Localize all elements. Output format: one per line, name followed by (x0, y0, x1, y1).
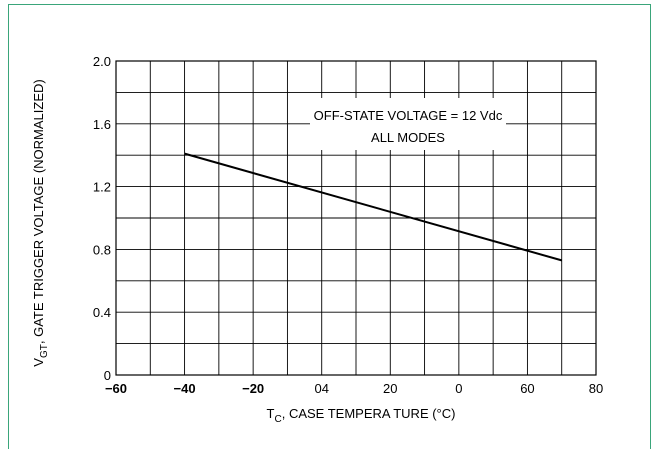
y-tick-label: 0 (104, 368, 111, 383)
figure-frame (8, 4, 651, 449)
x-tick-label: 20 (383, 381, 397, 396)
x-tick-label: 04 (314, 381, 328, 396)
series-line (184, 152, 562, 262)
x-tick-label: −60 (105, 381, 127, 396)
x-axis-label: TC, CASE TEMPERA TURE (°C) (267, 406, 456, 425)
y-tick-label: 2.0 (93, 54, 111, 69)
y-tick-label: 0.4 (93, 305, 111, 320)
x-tick-labels: −60 −40 −20 04 20 0 60 80 (105, 381, 603, 396)
x-tick-label: 0 (455, 381, 462, 396)
x-axis-label-rest: , CASE TEMPERA TURE (°C) (282, 406, 456, 421)
y-axis-label-sub: GT (39, 344, 50, 358)
x-tick-label: 80 (589, 381, 603, 396)
y-tick-labels: 0 0.4 0.8 1.2 1.6 2.0 (93, 54, 111, 383)
x-axis-label-main: T (267, 406, 275, 421)
x-tick-label: −20 (242, 381, 264, 396)
y-tick-label: 1.2 (93, 180, 111, 195)
x-axis-label-sub: C (274, 414, 281, 425)
y-axis-label: VGT, GATE TRIGGER VOLTAGE (NORMALIZED) (31, 79, 50, 366)
x-tick-label: 60 (520, 381, 534, 396)
plot-border (115, 60, 597, 376)
annotation-line-1: OFF-STATE VOLTAGE = 12 Vdc (314, 108, 503, 123)
y-axis-label-rest: , GATE TRIGGER VOLTAGE (NORMALIZED) (31, 79, 46, 344)
x-tick-label: −40 (174, 381, 196, 396)
annotation-line-2: ALL MODES (371, 130, 445, 145)
y-tick-label: 1.6 (93, 117, 111, 132)
series-group (184, 152, 562, 262)
y-axis-label-main: V (31, 358, 46, 367)
annotation-box (310, 98, 506, 150)
y-tick-label: 0.8 (93, 242, 111, 257)
